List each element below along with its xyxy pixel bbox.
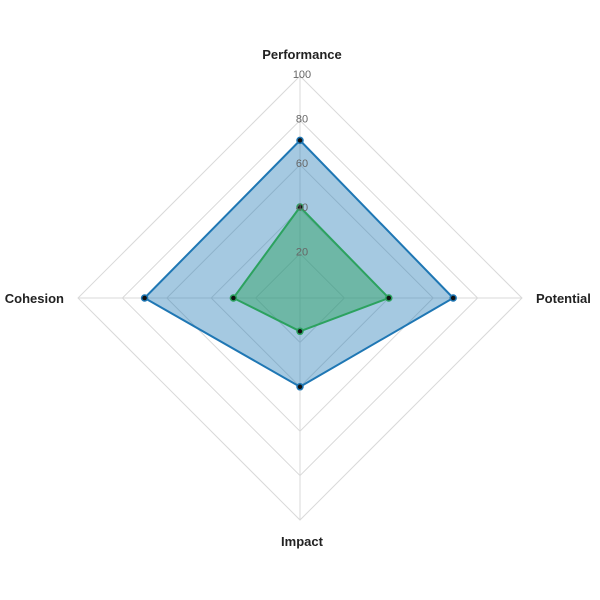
series-1-point-impact[interactable] xyxy=(296,383,304,391)
series-1-point-cohesion[interactable] xyxy=(140,294,149,302)
series-1-point-potential[interactable] xyxy=(449,294,457,302)
tick-label-20: 20 xyxy=(296,247,308,259)
tick-label-80: 80 xyxy=(296,113,308,125)
series-2-point-cohesion[interactable] xyxy=(229,294,238,302)
tick-label-40: 40 xyxy=(296,202,308,214)
axis-label-performance: Performance xyxy=(262,47,341,62)
axis-label-cohesion: Cohesion xyxy=(5,291,64,306)
series-2-point-performance[interactable] xyxy=(296,203,304,211)
tick-labels: 20 40 60 80 100 xyxy=(293,69,311,259)
tick-label-100: 100 xyxy=(293,69,311,81)
series-layer xyxy=(140,136,457,391)
series-2-point-impact[interactable] xyxy=(296,327,304,336)
axis-label-potential: Potential xyxy=(536,291,591,306)
axis-label-impact: Impact xyxy=(281,534,324,549)
axis-labels: Performance Potential Impact Cohesion xyxy=(5,47,591,549)
tick-label-60: 60 xyxy=(296,158,308,170)
series-2-point-potential[interactable] xyxy=(385,294,393,302)
series-1-point-performance[interactable] xyxy=(296,136,304,145)
